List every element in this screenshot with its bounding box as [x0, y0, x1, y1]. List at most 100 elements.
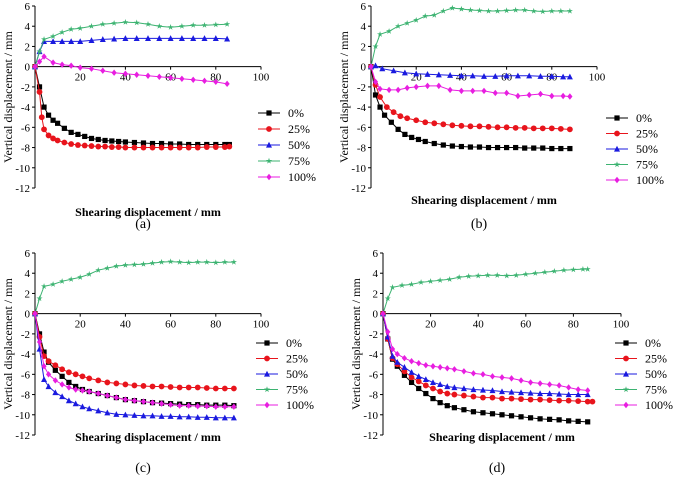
data-point	[140, 383, 147, 389]
data-point	[149, 399, 156, 406]
data-point	[556, 417, 562, 423]
series-75-pct	[367, 4, 573, 70]
legend-label: 25%	[645, 352, 667, 366]
data-point	[390, 109, 397, 116]
data-point	[458, 143, 464, 150]
legend-label: 50%	[636, 142, 658, 156]
data-point	[402, 131, 408, 138]
series-100-pct	[32, 310, 237, 410]
series-line	[382, 313, 588, 423]
data-point	[95, 136, 101, 143]
y-tick-label: 0	[361, 62, 367, 74]
data-point	[156, 35, 163, 41]
data-point	[503, 72, 510, 79]
data-point	[492, 89, 498, 97]
data-point	[449, 4, 456, 11]
x-tick-label: 80	[210, 319, 222, 331]
data-point	[503, 7, 510, 14]
data-point	[465, 273, 472, 279]
y-tick-label: -12	[15, 183, 30, 195]
y-tick-label: -2	[369, 329, 378, 341]
data-point	[521, 124, 528, 131]
data-point	[515, 92, 521, 100]
data-point	[212, 414, 219, 421]
legend-marker	[266, 126, 272, 132]
data-point	[122, 261, 129, 268]
data-point	[50, 281, 57, 287]
y-tick-label: 4	[25, 268, 31, 280]
y-tick-label: -6	[357, 122, 367, 134]
x-tick-label: 100	[613, 319, 630, 331]
data-point	[134, 71, 140, 78]
data-point	[424, 82, 431, 90]
data-point	[88, 37, 95, 43]
data-point	[177, 402, 183, 409]
data-point	[409, 134, 415, 141]
data-point	[422, 138, 428, 145]
data-point	[185, 144, 192, 151]
data-point	[45, 371, 52, 378]
data-point	[449, 122, 456, 129]
data-point	[479, 386, 486, 393]
data-point	[451, 405, 457, 411]
data-point	[368, 63, 374, 70]
data-point	[584, 265, 591, 272]
series-line	[370, 65, 570, 78]
y-tick-label: -12	[15, 430, 30, 442]
legend-label: 100%	[645, 398, 673, 412]
data-point	[513, 144, 519, 151]
data-point	[532, 270, 539, 276]
data-point	[408, 281, 415, 287]
legend: 0% 25% 50% 75% 100%	[258, 106, 316, 184]
series-25-pct	[368, 63, 573, 133]
data-point	[530, 125, 537, 132]
y-tick-label: -6	[369, 369, 379, 381]
series-0-pct	[380, 311, 591, 425]
data-point	[494, 124, 501, 131]
data-point	[86, 388, 92, 395]
data-point	[461, 368, 467, 375]
data-point	[109, 138, 115, 144]
legend-marker	[614, 130, 620, 137]
data-point	[399, 282, 406, 288]
x-axis-label: Shearing displacement / mm	[429, 430, 575, 444]
data-point	[380, 310, 386, 317]
data-point	[546, 390, 553, 397]
y-tick-label: -6	[21, 122, 31, 134]
data-point	[401, 69, 408, 76]
series-line	[34, 313, 234, 389]
data-point	[194, 414, 201, 420]
data-point	[68, 129, 74, 135]
data-point	[537, 380, 543, 387]
data-point	[131, 144, 138, 151]
legend-marker	[623, 355, 629, 362]
x-tick-label: 80	[568, 319, 580, 331]
y-tick-label: -2	[21, 329, 30, 341]
data-point	[394, 359, 401, 365]
data-point	[377, 31, 384, 37]
data-point	[140, 260, 147, 267]
data-point	[556, 397, 563, 404]
data-point	[413, 16, 420, 23]
data-point	[36, 84, 43, 90]
x-axis-label: Shearing displacement / mm	[75, 205, 221, 219]
data-point	[95, 377, 102, 384]
data-point	[372, 43, 379, 50]
data-point	[41, 283, 48, 289]
data-point	[476, 7, 483, 14]
data-point	[518, 377, 524, 384]
series-line	[34, 55, 228, 85]
series-line	[382, 313, 593, 403]
data-point	[111, 35, 118, 42]
series-0-pct	[32, 311, 237, 409]
data-point	[95, 390, 101, 397]
data-point	[527, 396, 534, 403]
data-point	[176, 384, 183, 391]
data-point	[560, 92, 566, 100]
series-line	[34, 66, 230, 149]
data-point	[77, 274, 84, 280]
data-point	[158, 144, 165, 151]
data-point	[133, 35, 140, 41]
data-point	[381, 112, 388, 118]
data-point	[226, 143, 233, 150]
